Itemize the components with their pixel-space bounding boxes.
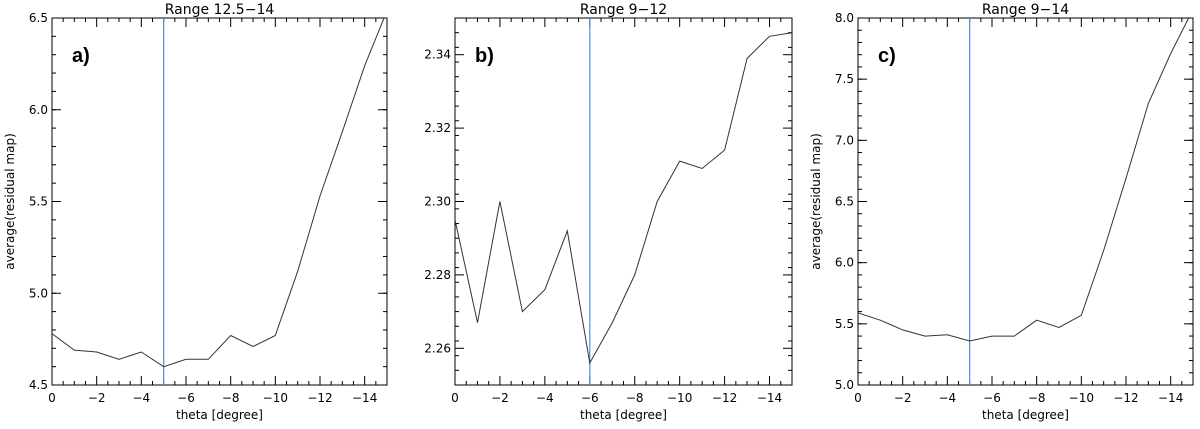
chart-title: Range 9−14 xyxy=(982,2,1069,18)
x-tick-label: −12 xyxy=(1113,391,1138,405)
x-tick-label: −8 xyxy=(1028,391,1046,405)
x-tick-label: −10 xyxy=(1069,391,1094,405)
x-tick-label: −4 xyxy=(132,391,150,405)
y-tick-label: 5.0 xyxy=(29,286,48,300)
data-series-line xyxy=(52,18,385,368)
plot-frame xyxy=(857,17,1194,386)
y-axis-label: average(residual map) xyxy=(3,133,17,270)
data-series-line xyxy=(858,18,1190,342)
chart-panel-1: Range 12.5−14 a) 0 −2 −4 −6 −8 −10 −12 −14 4.5 5.0 5… xyxy=(3,2,388,422)
y-tick-label: 2.30 xyxy=(424,195,451,209)
plot-frame xyxy=(51,17,388,386)
x-tick-label: −12 xyxy=(307,391,332,405)
y-axis-label: average(residual map) xyxy=(809,133,823,270)
x-tick-label: −2 xyxy=(894,391,912,405)
y-tick-label: 6.5 xyxy=(29,11,48,25)
panel-label: c) xyxy=(878,45,896,67)
x-tick-label: −10 xyxy=(263,391,288,405)
panel-label: a) xyxy=(72,45,90,67)
x-tick-label: −10 xyxy=(667,391,692,405)
x-tick-label: −2 xyxy=(491,391,509,405)
chart-panel-3: Range 9−14 c) 0 −2 −4 −6 −8 −10 −12 −14 5.0 5.5 6.0 6… xyxy=(809,2,1194,422)
plot-frame xyxy=(454,17,793,386)
y-tick-label: 2.34 xyxy=(424,48,451,62)
chart-title: Range 12.5−14 xyxy=(165,2,275,18)
y-tick-label: 7.5 xyxy=(835,72,854,86)
x-tick-label: −2 xyxy=(88,391,106,405)
x-tick-label: −6 xyxy=(177,391,195,405)
x-tick-label: −14 xyxy=(352,391,377,405)
y-tick-label: 5.5 xyxy=(835,317,854,331)
x-tick-label: 0 xyxy=(854,391,862,405)
x-tick-label: −12 xyxy=(712,391,737,405)
y-tick-label: 6.0 xyxy=(835,256,854,270)
y-tick-label: 5.0 xyxy=(835,378,854,392)
x-tick-label: 0 xyxy=(48,391,56,405)
y-tick-label: 7.0 xyxy=(835,133,854,147)
y-tick-label: 4.5 xyxy=(29,378,48,392)
x-tick-label: 0 xyxy=(451,391,459,405)
y-tick-label: 2.28 xyxy=(424,268,451,282)
y-tick-label: 5.5 xyxy=(29,195,48,209)
x-axis-label: theta [degree] xyxy=(580,408,667,422)
data-series-line xyxy=(455,32,792,365)
x-axis-label: theta [degree] xyxy=(982,408,1069,422)
y-tick-label: 2.32 xyxy=(424,121,451,135)
panel-label: b) xyxy=(475,45,494,67)
x-tick-label: −6 xyxy=(983,391,1001,405)
y-tick-label: 8.0 xyxy=(835,11,854,25)
y-tick-label: 6.5 xyxy=(835,195,854,209)
x-tick-label: −8 xyxy=(626,391,644,405)
x-tick-label: −4 xyxy=(536,391,554,405)
x-tick-label: −14 xyxy=(757,391,782,405)
x-tick-label: −4 xyxy=(938,391,956,405)
x-tick-label: −8 xyxy=(222,391,240,405)
chart-panel-2: Range 9−12 b) 0 −2 −4 −6 −8 −10 −12 −14 2.26 2.28 2.… xyxy=(424,2,793,422)
chart-title: Range 9−12 xyxy=(580,2,667,18)
y-tick-label: 2.26 xyxy=(424,341,451,355)
x-tick-label: −14 xyxy=(1158,391,1183,405)
x-tick-label: −6 xyxy=(581,391,599,405)
y-tick-label: 6.0 xyxy=(29,103,48,117)
x-axis-label: theta [degree] xyxy=(176,408,263,422)
